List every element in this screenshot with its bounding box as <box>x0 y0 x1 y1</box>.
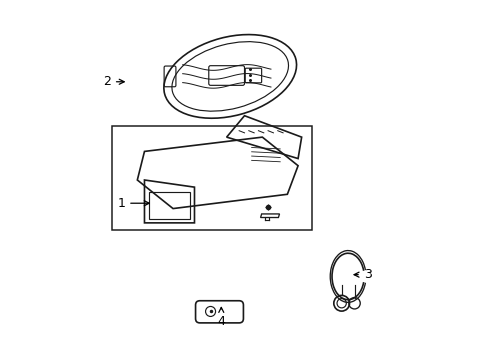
Text: 1: 1 <box>117 197 149 210</box>
Text: 4: 4 <box>217 307 225 328</box>
Bar <box>148 192 189 219</box>
Text: 2: 2 <box>103 75 124 88</box>
Text: 3: 3 <box>353 268 371 281</box>
Bar <box>112 126 312 230</box>
